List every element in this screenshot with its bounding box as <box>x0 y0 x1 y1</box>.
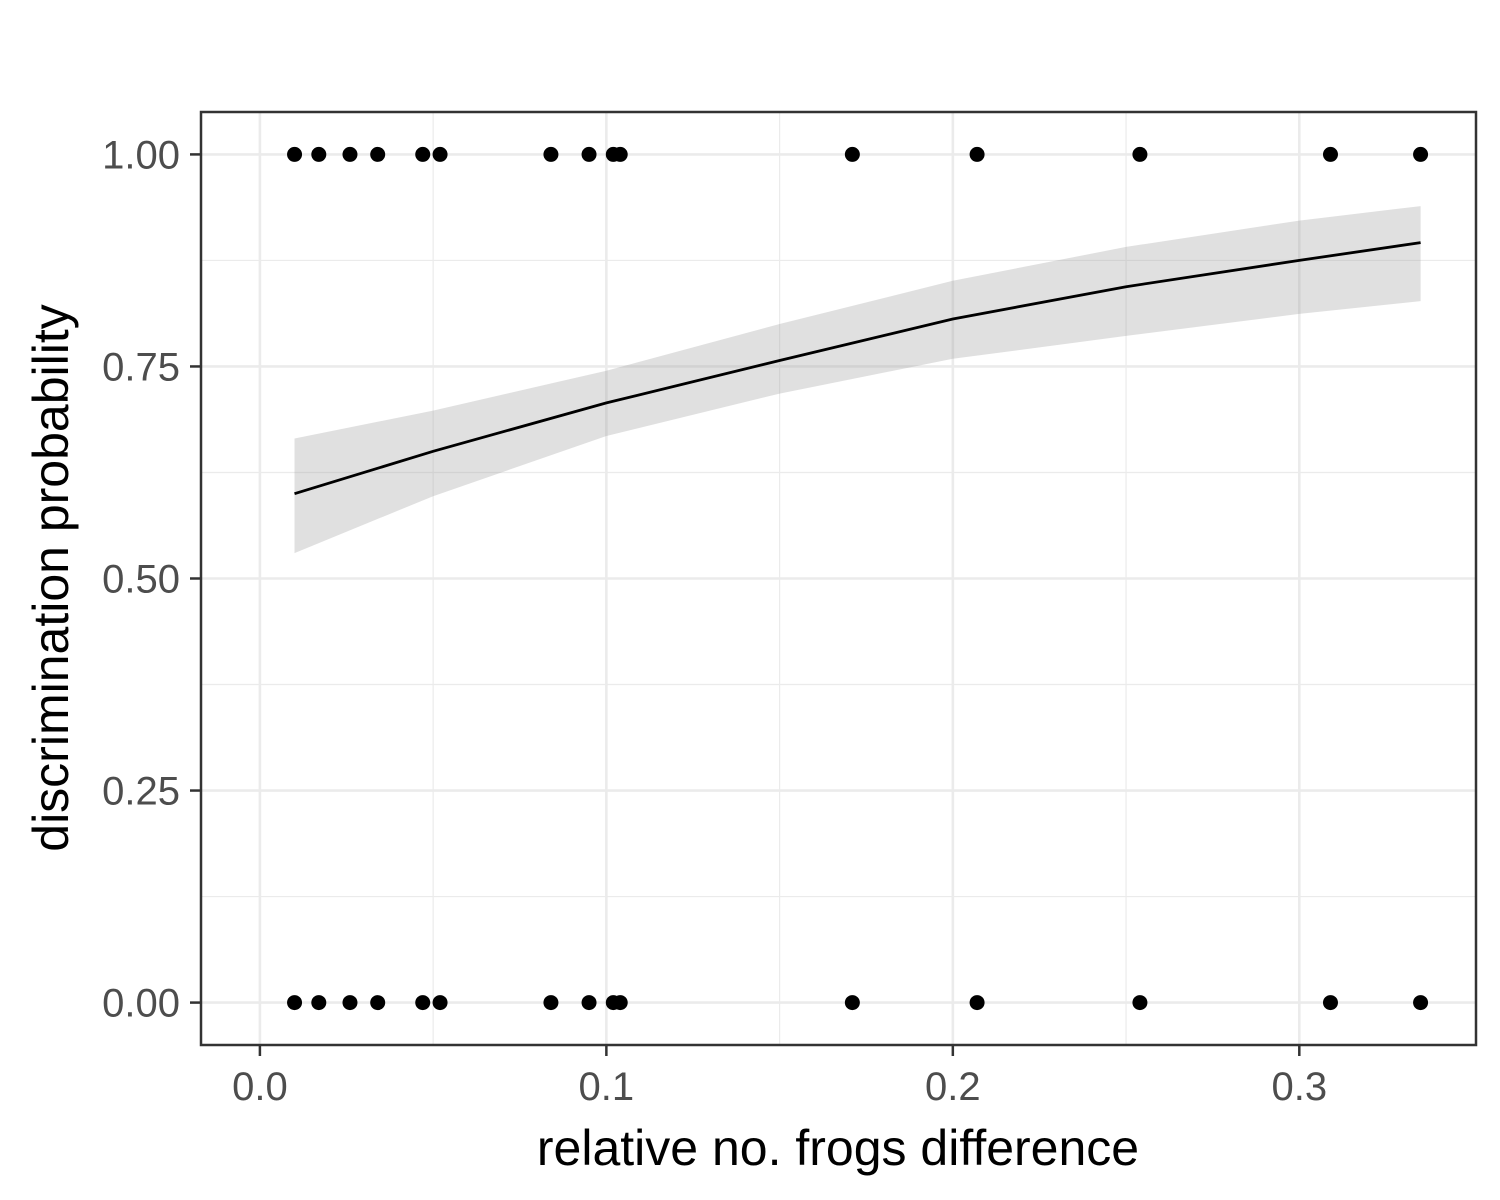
data-point <box>432 995 448 1011</box>
data-points-layer <box>287 146 1429 1011</box>
data-point <box>543 146 559 162</box>
data-point <box>844 146 860 162</box>
data-point <box>311 995 327 1011</box>
data-point <box>1132 146 1148 162</box>
fit-line <box>294 241 1421 496</box>
data-point <box>581 146 597 162</box>
data-point <box>287 995 303 1011</box>
confidence-ribbon <box>294 206 1421 554</box>
data-point <box>287 146 303 162</box>
data-point <box>543 995 559 1011</box>
x-tick-label: 0.1 <box>579 1065 635 1109</box>
data-point <box>969 146 985 162</box>
data-point <box>612 146 628 162</box>
data-point <box>342 146 358 162</box>
data-point <box>370 995 386 1011</box>
x-tick-label: 0.0 <box>232 1065 288 1109</box>
fit-line-layer <box>294 241 1421 496</box>
data-point <box>370 146 386 162</box>
data-point <box>432 146 448 162</box>
data-point <box>844 995 860 1011</box>
axes-layer: 0.0 0.1 0.2 0.3 0.00 0.25 0.50 0.75 1.00 <box>102 133 1327 1109</box>
data-point <box>415 146 431 162</box>
y-tick-label: 0.00 <box>102 982 180 1026</box>
data-point <box>415 995 431 1011</box>
data-point <box>1413 146 1429 162</box>
data-point <box>1132 995 1148 1011</box>
y-tick-label: 0.25 <box>102 770 180 814</box>
data-point <box>969 995 985 1011</box>
data-point <box>342 995 358 1011</box>
grid-layer <box>201 112 1476 1045</box>
data-point <box>581 995 597 1011</box>
data-point <box>311 146 327 162</box>
y-tick-label: 0.75 <box>102 345 180 389</box>
confidence-ribbon-layer <box>294 206 1421 554</box>
x-tick-label: 0.2 <box>925 1065 981 1109</box>
data-point <box>612 995 628 1011</box>
data-point <box>1322 995 1338 1011</box>
x-axis-title: relative no. frogs difference <box>537 1120 1139 1176</box>
data-point <box>1322 146 1338 162</box>
y-tick-label: 0.50 <box>102 558 180 602</box>
x-tick-label: 0.3 <box>1271 1065 1327 1109</box>
data-point <box>1413 995 1429 1011</box>
y-tick-label: 1.00 <box>102 133 180 177</box>
y-axis-title: discrimination probability <box>23 304 79 851</box>
